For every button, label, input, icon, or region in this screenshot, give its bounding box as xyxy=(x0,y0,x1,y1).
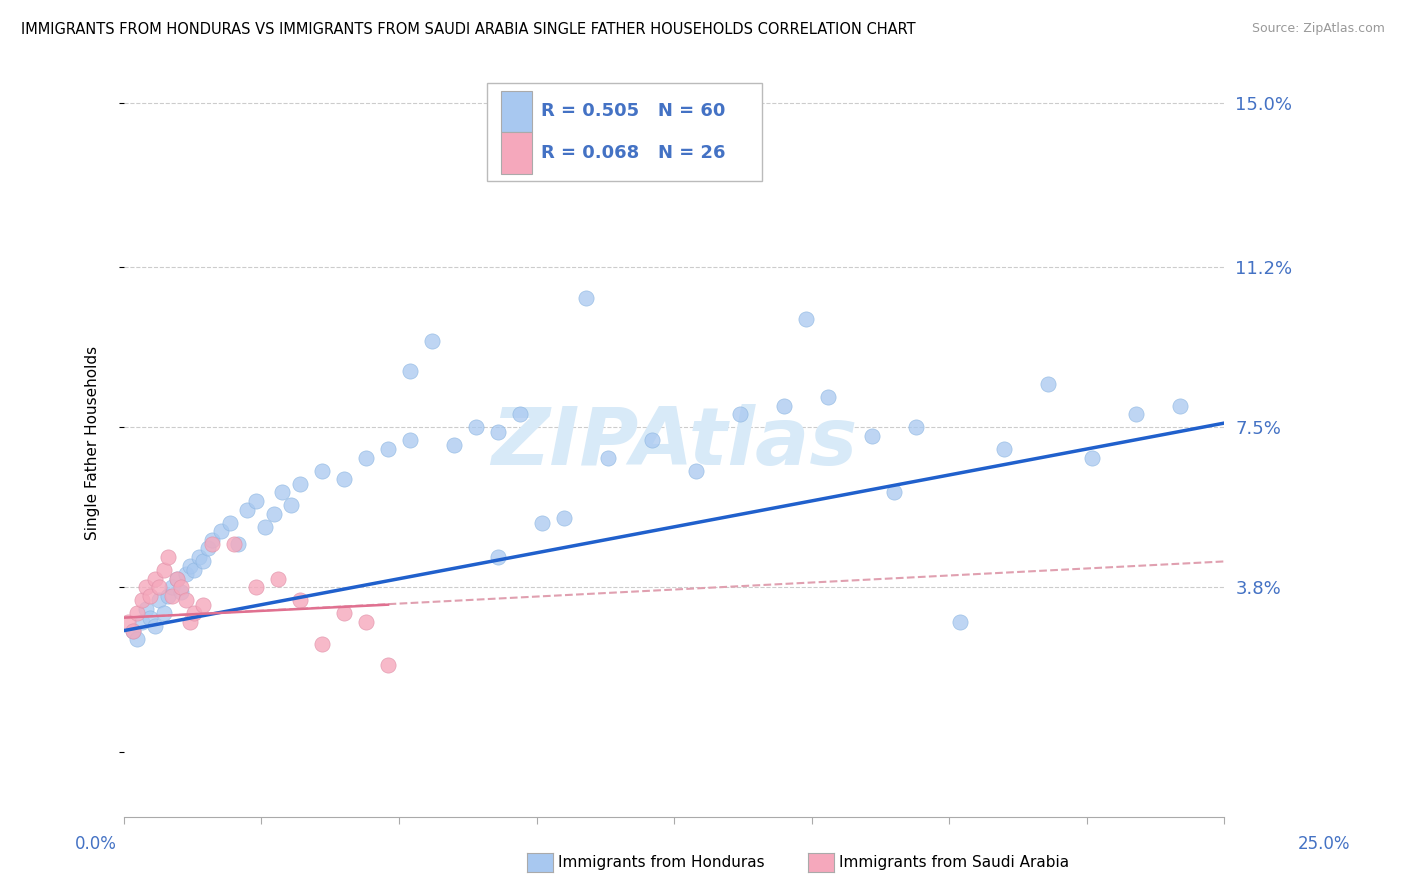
Point xyxy=(187,550,209,565)
Point xyxy=(245,494,267,508)
Point xyxy=(575,291,598,305)
Point xyxy=(333,472,356,486)
Text: 25.0%: 25.0% xyxy=(1298,835,1351,853)
Point xyxy=(117,615,139,629)
Text: Immigrants from Saudi Arabia: Immigrants from Saudi Arabia xyxy=(839,855,1070,870)
Text: Source: ZipAtlas.com: Source: ZipAtlas.com xyxy=(1251,22,1385,36)
Point xyxy=(148,593,170,607)
Text: ZIPAtlas: ZIPAtlas xyxy=(491,403,858,482)
Point xyxy=(354,615,377,629)
Point xyxy=(191,598,214,612)
Point xyxy=(135,602,157,616)
Text: 0.0%: 0.0% xyxy=(75,835,117,853)
Point xyxy=(399,364,422,378)
Point xyxy=(162,580,184,594)
Point xyxy=(288,593,311,607)
Point xyxy=(174,567,197,582)
Point xyxy=(166,572,188,586)
Point xyxy=(245,580,267,594)
Point xyxy=(209,524,232,538)
Point xyxy=(131,593,153,607)
FancyBboxPatch shape xyxy=(486,84,762,181)
Point xyxy=(152,607,174,621)
Text: IMMIGRANTS FROM HONDURAS VS IMMIGRANTS FROM SAUDI ARABIA SINGLE FATHER HOUSEHOLD: IMMIGRANTS FROM HONDURAS VS IMMIGRANTS F… xyxy=(21,22,915,37)
Point xyxy=(685,464,707,478)
Point xyxy=(148,580,170,594)
Point xyxy=(531,516,554,530)
Point xyxy=(311,637,333,651)
Point xyxy=(399,434,422,448)
Text: R = 0.505   N = 60: R = 0.505 N = 60 xyxy=(541,103,725,120)
Point xyxy=(166,572,188,586)
Point xyxy=(1081,450,1104,465)
Point xyxy=(236,502,259,516)
Point xyxy=(598,450,620,465)
Point xyxy=(179,558,201,573)
Point xyxy=(641,434,664,448)
Point xyxy=(183,563,205,577)
Text: Immigrants from Honduras: Immigrants from Honduras xyxy=(558,855,765,870)
Point xyxy=(222,537,245,551)
Point xyxy=(883,485,905,500)
Point xyxy=(174,593,197,607)
Point xyxy=(993,442,1015,456)
Bar xyxy=(502,91,533,132)
Point xyxy=(486,550,509,565)
Point xyxy=(135,580,157,594)
Point xyxy=(728,408,751,422)
Point xyxy=(311,464,333,478)
Point xyxy=(127,607,149,621)
Point xyxy=(197,541,219,556)
Point xyxy=(183,607,205,621)
Point xyxy=(443,438,465,452)
Point xyxy=(509,408,531,422)
Point xyxy=(162,589,184,603)
Point xyxy=(152,563,174,577)
Point xyxy=(156,589,179,603)
Point xyxy=(170,580,193,594)
Point xyxy=(263,507,285,521)
Point xyxy=(121,624,143,638)
Point xyxy=(465,420,488,434)
Point xyxy=(131,615,153,629)
Point xyxy=(486,425,509,439)
Point xyxy=(1125,408,1147,422)
Point xyxy=(773,399,796,413)
Point xyxy=(179,615,201,629)
Text: R = 0.068   N = 26: R = 0.068 N = 26 xyxy=(541,144,725,162)
Point xyxy=(1038,377,1060,392)
Point xyxy=(553,511,575,525)
Point xyxy=(271,485,294,500)
Point xyxy=(288,476,311,491)
Point xyxy=(267,572,290,586)
Point xyxy=(420,334,443,348)
Point xyxy=(201,533,224,547)
Point xyxy=(949,615,972,629)
Y-axis label: Single Father Households: Single Father Households xyxy=(86,345,100,540)
Point xyxy=(218,516,240,530)
Point xyxy=(170,584,193,599)
Point xyxy=(377,658,399,673)
Point xyxy=(191,554,214,568)
Point xyxy=(121,624,143,638)
Point xyxy=(143,619,166,633)
Point xyxy=(354,450,377,465)
Point xyxy=(817,390,839,404)
Point xyxy=(127,632,149,647)
Point xyxy=(333,607,356,621)
Point xyxy=(143,572,166,586)
Point xyxy=(860,429,883,443)
Point xyxy=(377,442,399,456)
Point xyxy=(139,589,162,603)
Point xyxy=(201,537,224,551)
Bar xyxy=(502,133,533,174)
Point xyxy=(794,312,817,326)
Point xyxy=(1168,399,1191,413)
Point xyxy=(156,550,179,565)
Point xyxy=(280,498,302,512)
Point xyxy=(905,420,928,434)
Point xyxy=(253,520,276,534)
Point xyxy=(228,537,250,551)
Point xyxy=(139,610,162,624)
